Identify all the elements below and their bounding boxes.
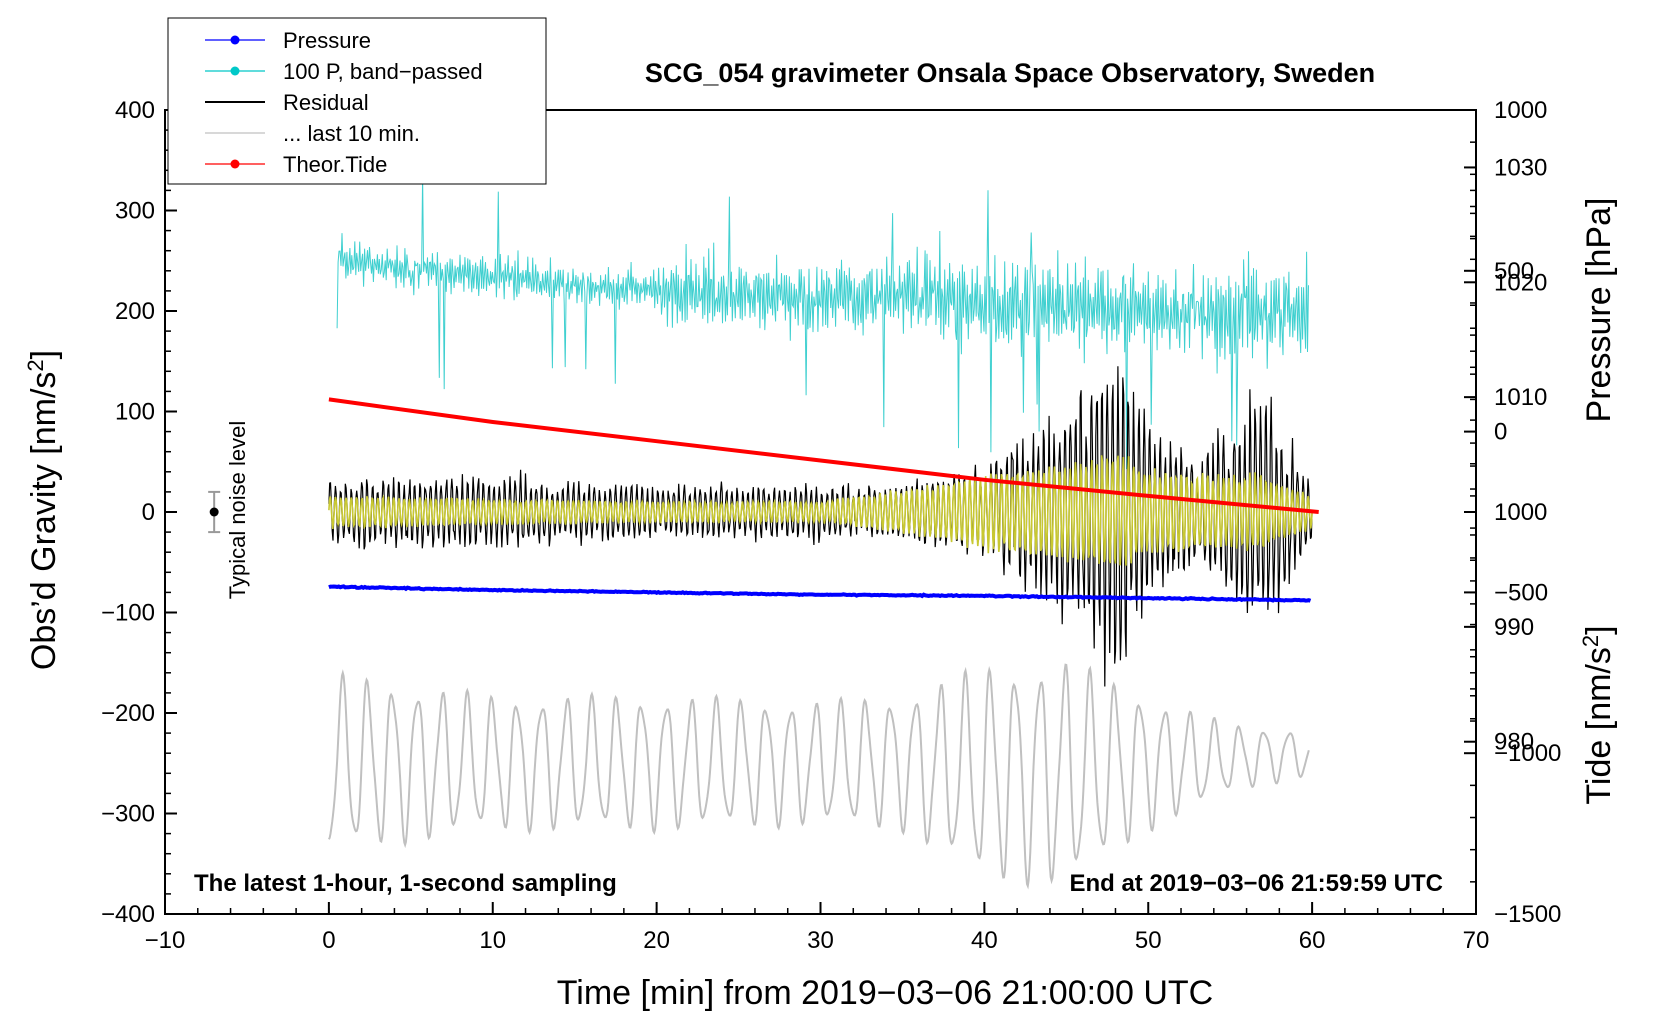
y-pressure-tick-label: 990	[1494, 614, 1534, 641]
y-tide-tick-label: −500	[1494, 579, 1548, 606]
x-tick-label: 10	[479, 927, 506, 954]
y-axis-title-gravity: Obs’d Gravity [nm/s2]	[23, 350, 64, 670]
y-tide-tick-label: −1500	[1494, 901, 1561, 928]
y-tide-tick-label: −1000	[1494, 740, 1561, 767]
x-axis-title: Time [min] from 2019−03−06 21:00:00 UTC	[557, 974, 1213, 1012]
y-tide-tick-label: 500	[1494, 258, 1534, 285]
y-axis-title-tide: Tide [nm/s2]	[1578, 625, 1619, 804]
chart-title: SCG_054 gravimeter Onsala Space Observat…	[645, 58, 1375, 88]
series-residual	[328, 366, 1313, 687]
legend-swatch-marker	[230, 35, 240, 45]
legend-label: Pressure	[283, 28, 371, 53]
x-tick-label: 70	[1463, 927, 1490, 954]
data-layer	[328, 174, 1319, 890]
y-axis-title-pressure: Pressure [hPa]	[1580, 198, 1618, 423]
y-left-tick-label: 400	[115, 97, 155, 124]
legend-label: 100 P, band−passed	[283, 59, 483, 84]
axes-layer: −10 0 10 20 30 40 50 60 70−400−300−200−100010020…	[101, 97, 1561, 954]
y-left-tick-label: −400	[101, 901, 155, 928]
legend-label: Theor.Tide	[283, 152, 387, 177]
y-pressure-tick-label: 1000	[1494, 499, 1547, 526]
series-theoretical-tide	[328, 397, 1319, 514]
y-pressure-tick-label: 1020	[1494, 269, 1547, 296]
legend-label: ... last 10 min.	[283, 121, 420, 146]
y-left-tick-label: 100	[115, 399, 155, 426]
x-tick-label: 60	[1299, 927, 1326, 954]
y-left-tick-label: −200	[101, 700, 155, 727]
y-left-tick-label: 0	[142, 499, 155, 526]
y-left-tick-label: −300	[101, 801, 155, 828]
x-tick-label: 30	[807, 927, 834, 954]
series-band-passed-pressure	[336, 174, 1309, 470]
x-tick-label: 50	[1135, 927, 1162, 954]
legend-label: Residual	[283, 90, 369, 115]
x-tick-label: −10	[145, 927, 186, 954]
y-left-tick-label: 200	[115, 298, 155, 325]
series-residual-filtered	[328, 455, 1313, 566]
noise-label: Typical noise level	[225, 421, 250, 600]
legend: Pressure 100 P, band−passed Residual ... la…	[167, 17, 547, 185]
x-tick-label: 0	[322, 927, 335, 954]
y-left-tick-label: 300	[115, 198, 155, 225]
y-tide-tick-label: 0	[1494, 419, 1507, 446]
typical-noise-indicator: Typical noise level	[208, 421, 250, 600]
note-end-time: End at 2019−03−06 21:59:59 UTC	[1069, 870, 1443, 897]
series-pressure	[328, 584, 1312, 603]
x-tick-label: 20	[643, 927, 670, 954]
y-pressure-tick-label: 980	[1494, 729, 1534, 756]
y-pressure-tick-label: 1030	[1494, 154, 1547, 181]
series-last-10-min	[328, 663, 1310, 890]
y-pressure-tick-label: 1010	[1494, 384, 1547, 411]
y-left-tick-label: −100	[101, 600, 155, 627]
note-latest-hour: The latest 1-hour, 1-second sampling	[194, 870, 617, 897]
y-tide-tick-label: 1000	[1494, 97, 1547, 124]
legend-swatch-marker	[230, 66, 240, 76]
x-tick-label: 40	[971, 927, 998, 954]
noise-point	[209, 507, 219, 517]
legend-swatch-marker	[230, 159, 240, 169]
